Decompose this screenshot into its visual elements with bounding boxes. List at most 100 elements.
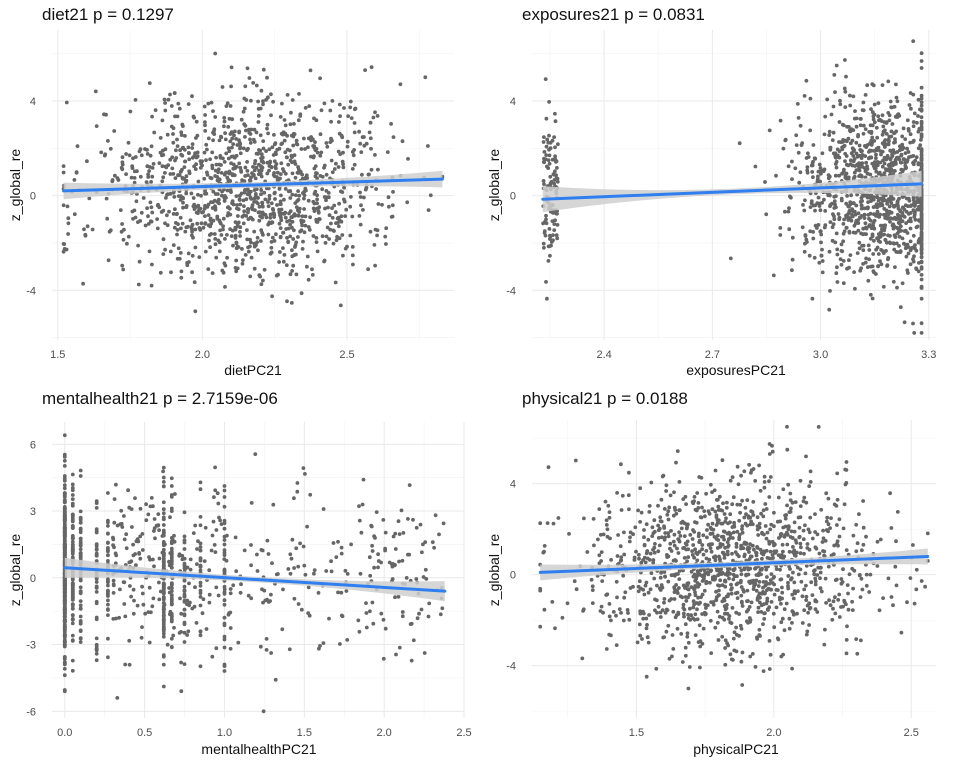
data-point [759, 603, 764, 608]
x-axis-title: exposuresPC21 [686, 362, 786, 378]
data-point [62, 608, 67, 612]
data-point [818, 179, 823, 184]
data-point [906, 126, 911, 131]
data-point [278, 172, 283, 177]
data-point [172, 539, 177, 544]
data-point [653, 542, 657, 546]
data-point [307, 104, 312, 108]
data-point [810, 536, 815, 541]
data-point [786, 580, 790, 585]
data-point [261, 139, 266, 144]
data-point [212, 132, 217, 137]
data-point [339, 133, 344, 138]
data-point [787, 227, 792, 232]
data-point [854, 549, 859, 554]
data-point [622, 530, 626, 535]
data-point [678, 534, 683, 538]
data-point [265, 171, 270, 176]
x-tick-label: 2.0 [377, 727, 392, 739]
data-point [596, 537, 600, 542]
data-point [235, 266, 240, 271]
data-point [625, 608, 630, 612]
data-point [668, 541, 673, 546]
data-point [318, 76, 322, 81]
data-point [722, 579, 727, 584]
data-point [78, 509, 83, 514]
y-tick-label: 3 [30, 506, 36, 518]
data-point [236, 640, 241, 645]
data-point [339, 545, 344, 550]
data-point [903, 242, 908, 247]
data-point [837, 615, 842, 619]
data-point [167, 586, 172, 590]
data-point [150, 114, 155, 119]
data-point [781, 487, 786, 492]
data-point [604, 647, 609, 651]
data-point [296, 189, 300, 194]
data-point [902, 215, 907, 219]
data-point [296, 118, 301, 123]
data-point [846, 136, 851, 141]
data-point [291, 143, 296, 148]
data-point [907, 103, 912, 107]
data-point [778, 519, 783, 524]
data-point [747, 550, 751, 554]
data-point [659, 535, 664, 540]
data-point [713, 558, 718, 563]
data-point [127, 505, 132, 510]
data-point [850, 207, 854, 212]
data-point [708, 580, 712, 585]
data-point [200, 159, 205, 164]
data-point [191, 204, 196, 209]
data-point [273, 190, 277, 195]
data-point [371, 115, 376, 120]
data-point [187, 151, 191, 156]
data-point [863, 127, 868, 131]
data-point [266, 186, 271, 191]
data-point [161, 175, 166, 180]
data-point [214, 162, 219, 167]
data-point [139, 153, 144, 158]
data-point [615, 491, 619, 495]
data-point [222, 261, 227, 266]
data-point [259, 192, 263, 197]
data-point [345, 139, 350, 144]
data-point [106, 553, 110, 557]
data-point [193, 245, 198, 250]
data-point [857, 240, 862, 245]
data-point [866, 205, 870, 210]
data-point [555, 236, 560, 241]
data-point [819, 253, 824, 258]
data-point [225, 213, 230, 218]
data-point [192, 604, 197, 609]
data-point [776, 495, 781, 500]
data-point [391, 135, 396, 140]
data-point [344, 207, 349, 212]
data-point [757, 521, 762, 526]
data-point [882, 155, 887, 160]
data-point [203, 525, 208, 530]
data-point [144, 502, 149, 507]
data-point [148, 200, 153, 205]
data-point [74, 170, 79, 175]
data-point [684, 599, 689, 603]
data-point [303, 572, 308, 577]
data-point [167, 590, 172, 595]
data-point [350, 214, 355, 219]
data-point [228, 591, 233, 596]
data-point [272, 239, 277, 243]
data-point [278, 115, 283, 119]
data-point [161, 582, 166, 587]
data-point [894, 583, 899, 588]
data-point [865, 164, 869, 169]
data-point [704, 606, 708, 610]
data-point [833, 611, 838, 616]
data-point [889, 595, 894, 599]
data-point [248, 244, 252, 249]
data-point [163, 101, 168, 105]
data-point [898, 305, 903, 310]
data-point [771, 611, 776, 616]
data-point [565, 601, 570, 606]
data-point [129, 594, 134, 599]
data-point [131, 542, 136, 547]
